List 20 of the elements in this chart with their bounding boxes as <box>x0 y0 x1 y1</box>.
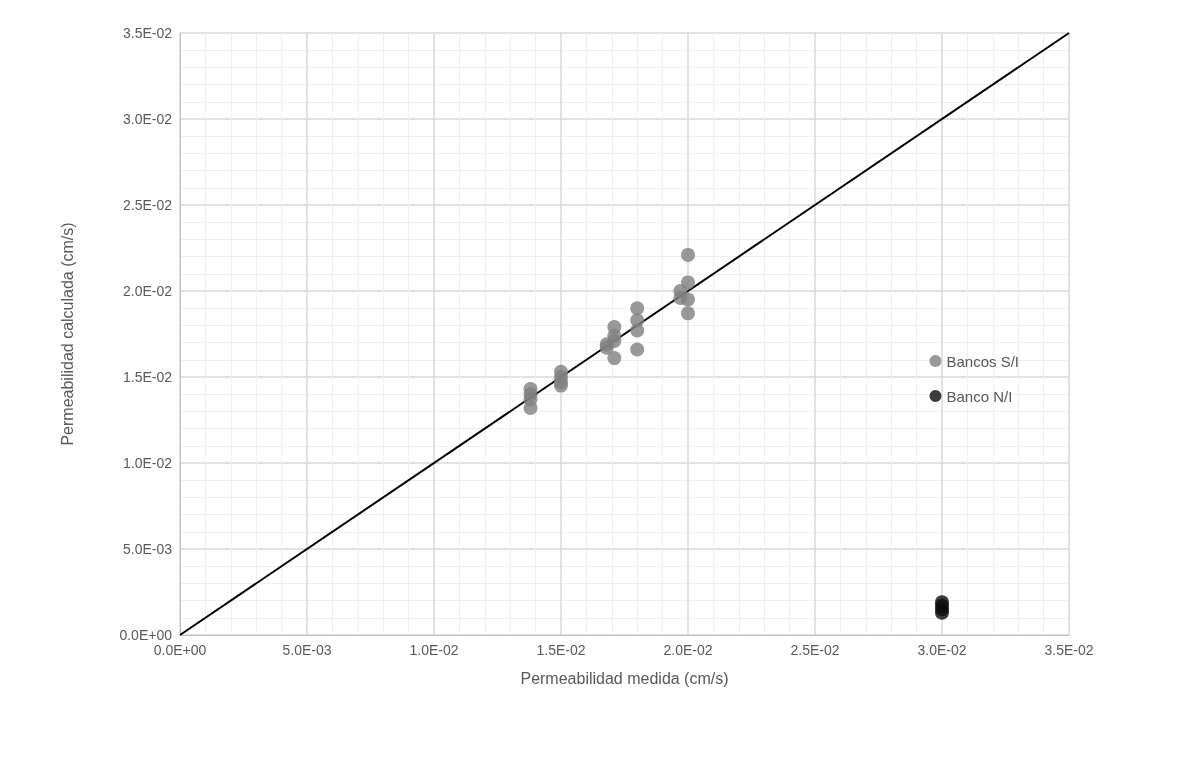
y-tick-label: 2.5E-02 <box>122 197 173 213</box>
y-tick-label: 1.0E-02 <box>122 455 173 471</box>
y-tick-label: 0.0E+00 <box>119 627 173 643</box>
x-tick-label: 1.5E-02 <box>536 642 586 658</box>
legend-label: Banco N/I <box>946 387 1013 405</box>
x-tick-label: 1.0E-02 <box>409 642 459 658</box>
y-axis-title: Permeabilidad calculada (cm/s) <box>58 222 76 446</box>
x-tick-label: 5.0E-03 <box>282 642 332 658</box>
x-tick-label: 2.5E-02 <box>790 642 840 658</box>
y-tick-label: 5.0E-03 <box>122 541 173 557</box>
y-tick-label: 3.5E-02 <box>122 25 173 41</box>
y-tick-label: 2.0E-02 <box>122 283 173 299</box>
y-tick-label: 3.0E-02 <box>122 111 173 127</box>
y-tick-label: 1.5E-02 <box>122 369 173 385</box>
x-tick-label: 3.5E-02 <box>1044 642 1094 658</box>
x-axis-title: Permeabilidad medida (cm/s) <box>520 669 729 687</box>
x-tick-label: 2.0E-02 <box>663 642 713 658</box>
x-tick-label: 3.0E-02 <box>917 642 967 658</box>
legend-label: Bancos S/I <box>946 352 1020 370</box>
x-tick-label: 0.0E+00 <box>153 642 207 658</box>
